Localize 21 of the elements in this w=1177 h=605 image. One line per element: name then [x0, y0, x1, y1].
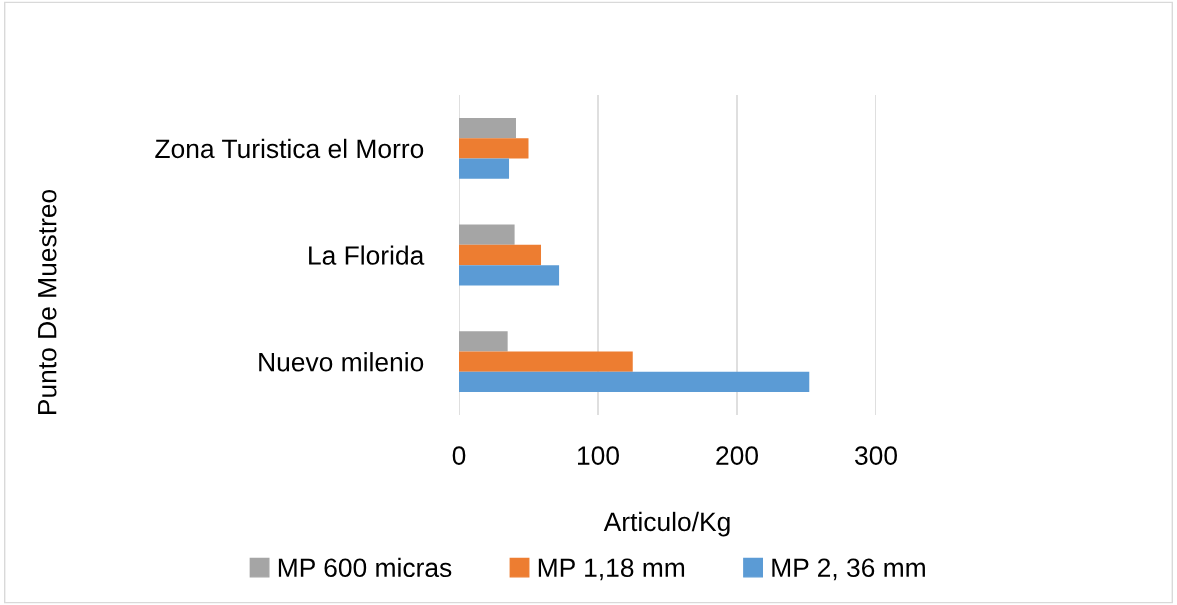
bar	[459, 331, 508, 352]
x-tick-label: 300	[854, 446, 897, 465]
legend-label: MP 2, 36 mm	[772, 558, 925, 581]
bar	[459, 224, 515, 245]
bar	[459, 138, 529, 159]
x-axis-title: Articulo/Kg	[603, 511, 730, 537]
bar	[459, 117, 516, 139]
y-tick-label: Zona Turistica el Morro	[155, 138, 424, 159]
bar	[459, 158, 510, 179]
bar	[459, 351, 633, 372]
y-axis-title: Punto De Muestreo	[38, 189, 57, 415]
bar	[459, 265, 560, 286]
x-tick-label: 200	[716, 446, 758, 465]
x-tick-label: 100	[578, 446, 619, 465]
x-tick-label: 0	[452, 446, 466, 465]
bar	[459, 371, 810, 393]
y-tick-label: La Florida	[309, 245, 425, 265]
y-tick-label: Nuevo milenio	[259, 352, 424, 372]
bar	[459, 244, 542, 266]
legend-label: MP 600 micras	[278, 557, 452, 578]
legend-label: MP 1,18 mm	[538, 558, 685, 581]
